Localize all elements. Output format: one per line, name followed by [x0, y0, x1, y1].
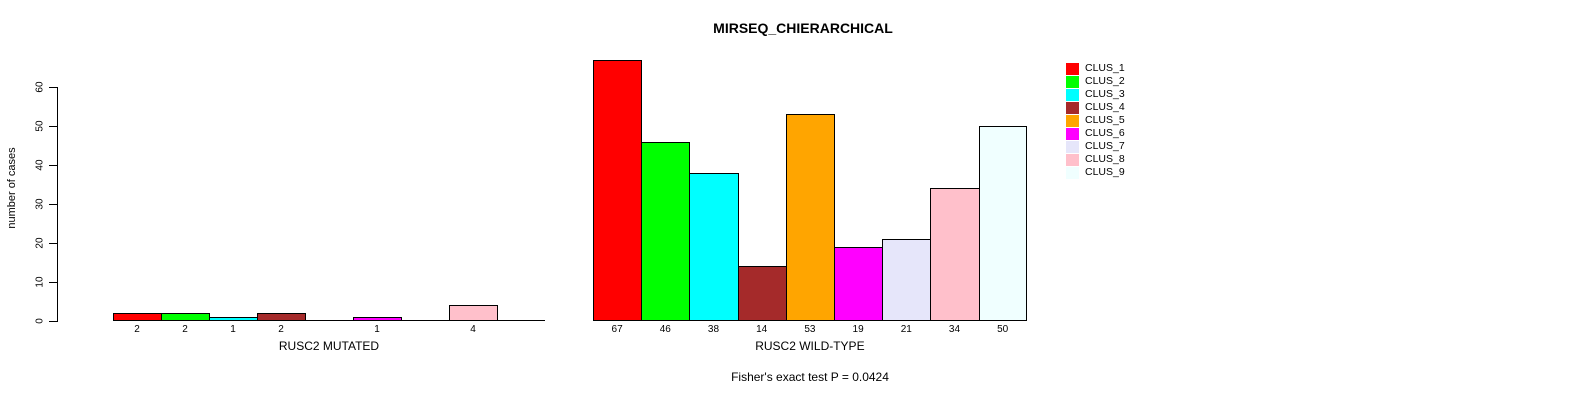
- bar-clus_2: [641, 141, 691, 321]
- legend-label-clus_9: CLUS_9: [1085, 166, 1125, 178]
- legend-label-clus_1: CLUS_1: [1085, 62, 1125, 74]
- bar-clus_2: [161, 313, 210, 321]
- bar-clus_1: [593, 59, 643, 321]
- bar-clus_5-zero: [305, 320, 354, 321]
- legend-label-clus_8: CLUS_8: [1085, 153, 1125, 165]
- legend-label-clus_5: CLUS_5: [1085, 114, 1125, 126]
- y-tick-mark: [49, 87, 57, 88]
- bar-value-label: 38: [707, 324, 720, 335]
- bar-clus_8: [449, 305, 498, 321]
- bar-clus_1: [113, 313, 162, 321]
- bar-clus_8: [930, 188, 980, 321]
- legend-swatch-clus_2: [1066, 76, 1079, 88]
- y-tick-label: 50: [34, 120, 46, 132]
- legend-label-clus_3: CLUS_3: [1085, 88, 1125, 100]
- bar-clus_9-zero: [497, 320, 545, 321]
- bar-value-label: 4: [470, 324, 476, 335]
- y-tick-label: 40: [34, 159, 46, 171]
- bar-clus_7: [882, 239, 932, 321]
- fisher-test-annotation: Fisher's exact test P = 0.0424: [731, 370, 889, 384]
- y-tick-label: 30: [34, 198, 46, 210]
- legend-swatch-clus_1: [1066, 63, 1079, 75]
- bar-clus_9: [978, 126, 1027, 321]
- legend-label-clus_7: CLUS_7: [1085, 140, 1125, 152]
- bar-value-label: 2: [278, 324, 284, 335]
- y-tick-label: 10: [34, 276, 46, 288]
- bar-clus_3: [209, 317, 258, 321]
- bar-clus_6: [834, 246, 884, 321]
- legend-label-clus_4: CLUS_4: [1085, 101, 1125, 113]
- y-tick-label: 60: [34, 81, 46, 93]
- bar-clus_7-zero: [401, 320, 450, 321]
- x-axis-label-rusc2-mutated: RUSC2 MUTATED: [278, 339, 380, 353]
- legend-swatch-clus_4: [1066, 102, 1079, 114]
- legend-label-clus_2: CLUS_2: [1085, 75, 1125, 87]
- y-axis-line: [57, 87, 58, 322]
- x-axis-label-rusc2-wild-type: RUSC2 WILD-TYPE: [755, 339, 865, 353]
- y-axis-label: number of cases: [6, 147, 18, 229]
- y-tick-label: 0: [34, 318, 46, 324]
- legend-swatch-clus_8: [1066, 154, 1079, 166]
- bar-value-label: 2: [182, 324, 188, 335]
- bar-value-label: 2: [134, 324, 140, 335]
- bar-value-label: 1: [230, 324, 236, 335]
- bar-value-label: 1: [374, 324, 380, 335]
- bar-clus_3: [689, 172, 739, 321]
- bar-clus_6: [353, 317, 402, 321]
- legend-swatch-clus_3: [1066, 89, 1079, 101]
- bar-clus_5: [785, 114, 835, 321]
- legend-label-clus_6: CLUS_6: [1085, 127, 1125, 139]
- y-tick-mark: [49, 126, 57, 127]
- legend-swatch-clus_9: [1066, 167, 1079, 179]
- bar-value-label: 53: [804, 324, 816, 335]
- y-tick-mark: [49, 165, 57, 166]
- chart-title: MIRSEQ_CHIERARCHICAL: [713, 20, 893, 36]
- bar-value-label: 67: [611, 324, 623, 335]
- y-tick-mark: [49, 243, 57, 244]
- legend-swatch-clus_7: [1066, 141, 1079, 153]
- bar-value-label: 19: [852, 324, 864, 335]
- legend-swatch-clus_5: [1066, 115, 1079, 127]
- bar-value-label: 46: [659, 324, 671, 335]
- y-tick-label: 20: [34, 237, 46, 249]
- bar-value-label: 34: [948, 324, 961, 335]
- y-tick-mark: [49, 282, 57, 283]
- bar-value-label: 14: [756, 324, 768, 335]
- bar-clus_4: [737, 266, 787, 321]
- y-tick-mark: [49, 204, 57, 205]
- bar-clus_4: [257, 313, 306, 321]
- y-tick-mark: [49, 321, 57, 322]
- bar-value-label: 21: [900, 324, 912, 335]
- legend-swatch-clus_6: [1066, 128, 1079, 140]
- bar-value-label: 50: [997, 324, 1009, 335]
